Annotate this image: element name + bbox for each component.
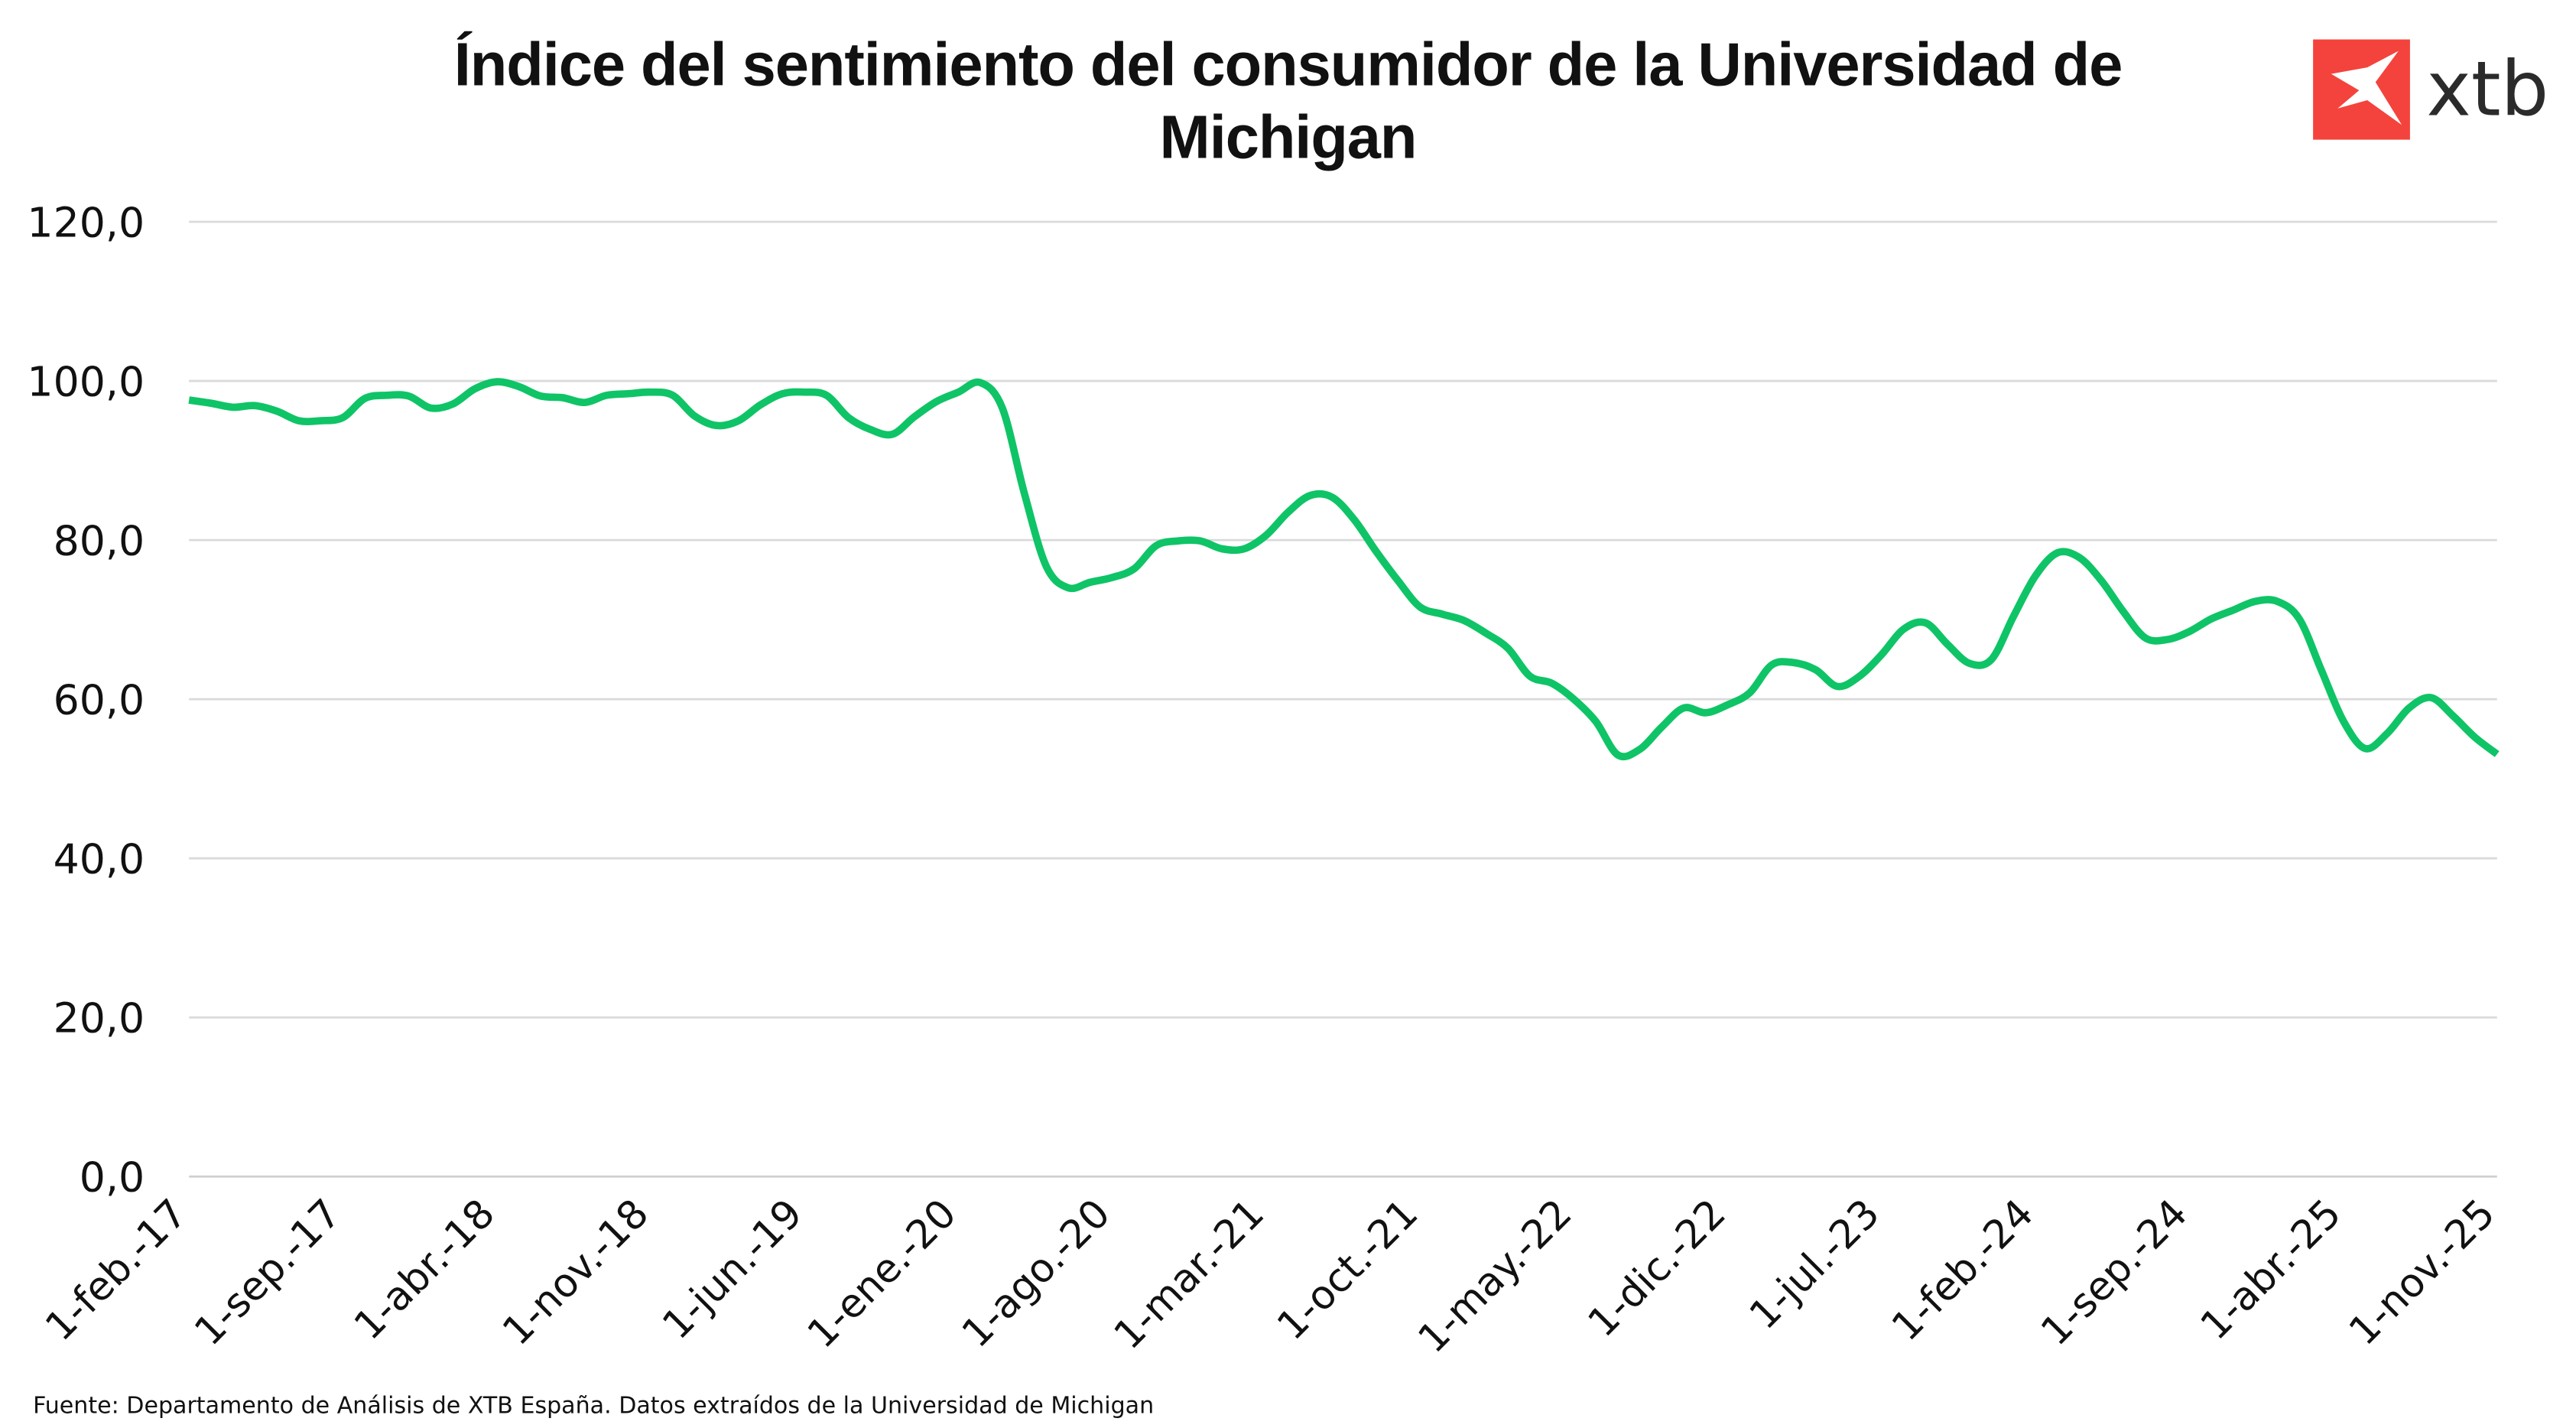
xtb-x-mark-icon [2331, 50, 2402, 125]
xtb-logo-text: xtb [2426, 45, 2548, 133]
y-tick-label: 40,0 [54, 835, 145, 883]
source-note: Fuente: Departamento de Análisis de XTB … [33, 1393, 1154, 1420]
y-tick-label: 120,0 [27, 198, 145, 246]
xtb-logo: xtb [2313, 39, 2548, 140]
sentiment-line [188, 378, 2500, 761]
y-tick-label: 20,0 [54, 994, 145, 1043]
gridlines [189, 220, 2497, 1178]
y-tick-label: 0,0 [80, 1153, 145, 1202]
y-tick-label: 60,0 [54, 676, 145, 724]
y-axis: 0,0 20,0 40,0 60,0 80,0 100,0 120,0 [27, 198, 145, 1201]
series [188, 378, 2500, 761]
chart-title-line-1: Índice del sentimiento del consumidor de… [454, 31, 2122, 99]
chart-title-line-2: Michigan [1160, 102, 1417, 171]
y-tick-label: 100,0 [27, 357, 145, 405]
y-tick-label: 80,0 [54, 516, 145, 564]
